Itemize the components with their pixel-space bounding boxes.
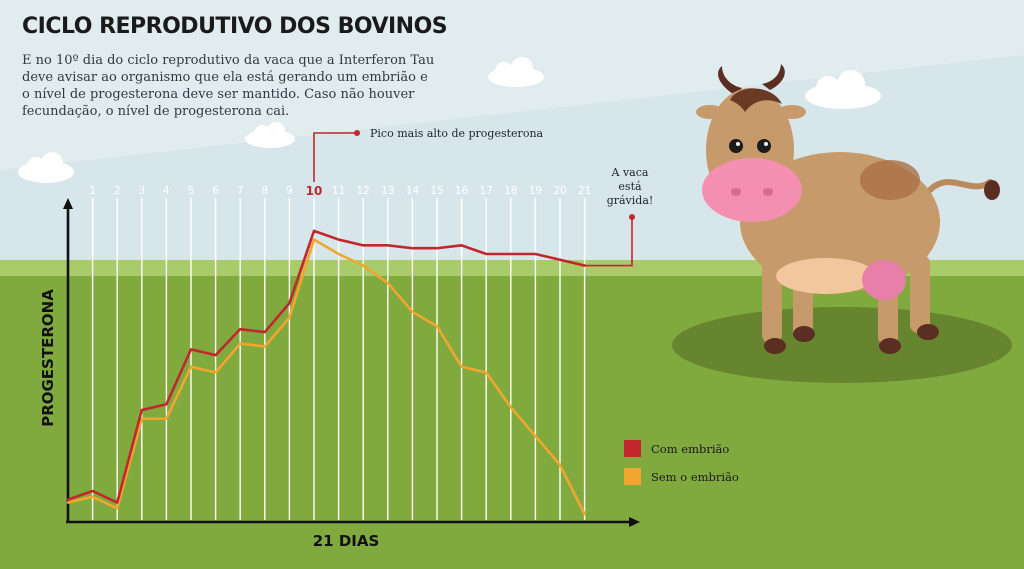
- cow-illustration: [672, 64, 1012, 383]
- x-tick-label: 16: [455, 185, 469, 197]
- pregnant-line-1: A vaca: [611, 166, 649, 179]
- x-tick-label: 21: [578, 185, 591, 197]
- pregnant-line-2: está: [618, 180, 642, 193]
- x-tick-label: 19: [529, 185, 542, 197]
- cloud-icon: [805, 70, 881, 109]
- x-tick-label: 5: [188, 185, 195, 197]
- x-tick-label: 1: [89, 185, 96, 197]
- x-tick-label: 11: [332, 185, 345, 197]
- x-tick-label: 9: [286, 185, 293, 197]
- x-tick-label: 18: [504, 185, 517, 197]
- x-tick-label: 12: [357, 185, 370, 197]
- legend-label: Sem o embrião: [651, 470, 739, 484]
- pregnant-annotation-leader: [584, 218, 633, 267]
- x-tick-label: 13: [381, 185, 394, 197]
- x-tick-label: 7: [237, 185, 244, 197]
- infographic-title: CICLO REPRODUTIVO DOS BOVINOS: [22, 14, 448, 39]
- pregnant-line-3: grávida!: [606, 194, 654, 207]
- peak-annotation: Pico mais alto de progesterona: [370, 127, 544, 140]
- series-line: [66, 238, 586, 516]
- x-tick-label: 2: [114, 185, 121, 197]
- peak-annotation-dot: [354, 130, 360, 136]
- x-tick-label: 10: [306, 184, 323, 198]
- x-tick-label: 14: [406, 185, 420, 197]
- legend-label: Com embrião: [651, 442, 729, 456]
- peak-annotation-leader: [313, 132, 356, 182]
- x-tick-label: 8: [261, 185, 268, 197]
- x-tick-label: 20: [553, 185, 566, 197]
- x-tick-label: 3: [138, 185, 145, 197]
- x-tick-label: 15: [430, 185, 443, 197]
- x-tick-label: 6: [212, 185, 219, 197]
- x-tick-label: 17: [480, 185, 493, 197]
- pregnant-annotation-dot: [629, 214, 635, 220]
- legend-swatch: [624, 468, 641, 485]
- series-line: [66, 229, 586, 504]
- cloud-icon: [488, 57, 544, 87]
- intro-paragraph: E no 10º dia do ciclo reprodutivo da vac…: [22, 53, 435, 119]
- pregnant-annotation: A vaca está grávida!: [600, 166, 660, 208]
- x-axis-arrow: [629, 517, 640, 527]
- y-axis-label: PROGESTERONA: [39, 289, 57, 427]
- cloud-icon: [245, 122, 295, 148]
- cloud-icon: [18, 152, 74, 183]
- x-axis-label: 21 DIAS: [313, 532, 380, 550]
- legend-swatch: [624, 440, 641, 457]
- x-tick-label: 4: [163, 185, 170, 197]
- y-axis-arrow: [63, 198, 73, 209]
